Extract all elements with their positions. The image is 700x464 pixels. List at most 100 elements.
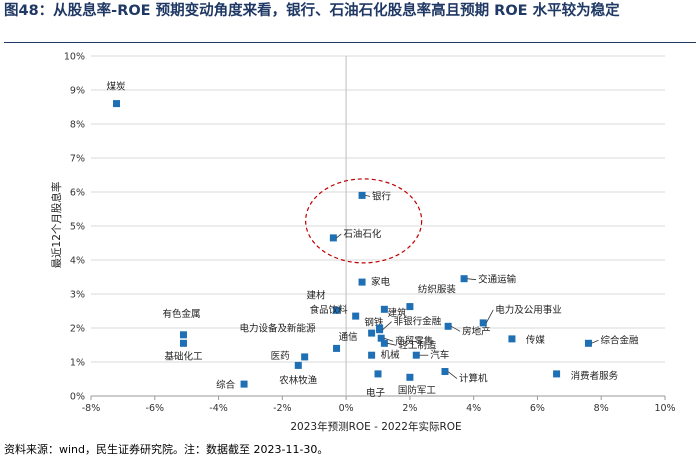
- scatter-marker: [358, 278, 366, 286]
- scatter-marker: [333, 344, 341, 352]
- x-tick-label: 2%: [402, 403, 417, 414]
- scatter-point: 综合: [216, 379, 248, 391]
- point-label: 通信: [339, 331, 358, 343]
- scatter-marker: [294, 361, 302, 369]
- scatter-marker: [179, 339, 187, 347]
- scatter-point: 机械: [368, 349, 400, 361]
- point-label: 食品饮料: [310, 304, 349, 316]
- scatter-marker: [380, 305, 388, 313]
- scatter-point: 医药: [271, 351, 309, 362]
- highlight-ellipse: [305, 178, 423, 264]
- scatter-marker: [553, 370, 561, 378]
- point-label: 医药: [271, 351, 290, 362]
- point-label: 综合: [216, 379, 236, 391]
- scatter-marker: [374, 370, 382, 378]
- point-label: 非银行金融: [394, 316, 442, 328]
- scatter-point: 农林牧渔: [279, 361, 318, 386]
- scatter-point: 电子: [366, 370, 386, 399]
- point-label: 轻工制造: [398, 339, 437, 351]
- y-tick-label: 6%: [70, 188, 85, 199]
- scatter-point: 电力设备及新能源: [240, 322, 341, 352]
- scatter-chart: 0% 1% 2% 3% 4% 5% 6% 7% 8% 9% 10% -8% -6% -4% -2% 0% 2% 4…: [50, 52, 676, 434]
- leader-line: [467, 278, 477, 281]
- source-note: 资料来源：wind，民生证券研究院。注：数据截至 2023-11-30。: [4, 443, 329, 456]
- point-label: 纺织服装: [418, 284, 457, 296]
- scatter-point: 家电: [358, 276, 391, 288]
- scatter-point: 石油石化: [329, 228, 382, 242]
- figure-title: 图48：从股息率-ROE 预期变动角度来看，银行、石油石化股息率高且预期 ROE…: [4, 3, 620, 19]
- scatter-point: 传媒: [508, 334, 545, 346]
- x-tick-label: -6%: [146, 403, 165, 414]
- x-tick-label: -8%: [82, 403, 101, 414]
- leader-line: [387, 342, 397, 346]
- leader-line: [336, 233, 342, 239]
- point-label: 农林牧渔: [279, 374, 318, 386]
- scatter-point: 综合金融: [584, 334, 639, 347]
- axis-layer: 0% 1% 2% 3% 4% 5% 6% 7% 8% 9% 10% -8% -6% -4% -2% 0% 2% 4…: [64, 52, 676, 415]
- scatter-point: 消费者服务: [553, 370, 619, 382]
- scatter-marker: [368, 351, 376, 359]
- x-tick-label: 8%: [594, 403, 609, 414]
- scatter-point: 基础化工: [164, 339, 203, 362]
- scatter-marker: [333, 306, 341, 314]
- point-label: 房地产: [462, 325, 491, 337]
- point-label: 基础化工: [164, 350, 203, 362]
- point-label: 煤炭: [107, 81, 127, 93]
- point-label: 计算机: [459, 373, 488, 385]
- scatter-marker: [441, 368, 449, 376]
- y-tick-label: 4%: [70, 256, 85, 267]
- y-tick-label: 1%: [70, 358, 85, 369]
- y-tick-label: 10%: [64, 52, 85, 63]
- point-label: 商贸零售: [395, 335, 433, 347]
- scatter-marker: [240, 380, 248, 388]
- scatter-point: 国防军工: [398, 373, 437, 396]
- point-label: 机械: [381, 349, 401, 361]
- scatter-marker: [358, 191, 366, 199]
- scatter-point: 非银行金融: [376, 316, 442, 334]
- x-tick-label: 10%: [654, 403, 675, 414]
- y-tick-label: 7%: [70, 154, 85, 165]
- point-label: 国防军工: [398, 384, 437, 396]
- y-tick-label: 5%: [70, 222, 85, 233]
- scatter-marker: [584, 339, 592, 347]
- leader-line: [384, 337, 394, 342]
- scatter-point: 银行: [358, 190, 392, 202]
- y-tick-label: 0%: [70, 392, 85, 403]
- leader-line: [382, 321, 392, 330]
- scatter-marker: [113, 100, 121, 108]
- scatter-marker: [460, 275, 468, 283]
- highlight-layer: [305, 178, 423, 264]
- x-tick-label: -2%: [273, 403, 292, 414]
- scatter-marker: [377, 334, 385, 342]
- scatter-marker: [329, 234, 337, 242]
- point-label: 电子: [366, 387, 386, 399]
- point-label: 电力设备及新能源: [240, 322, 317, 334]
- scatter-point: 电力及公用事业: [479, 304, 562, 327]
- point-label: 综合金融: [600, 334, 639, 346]
- y-tick-label: 9%: [70, 86, 85, 97]
- point-label: 银行: [372, 190, 392, 202]
- scatter-point: 汽车: [412, 349, 449, 361]
- scatter-marker: [376, 326, 384, 334]
- scatter-marker: [352, 312, 360, 320]
- leader-line: [447, 371, 458, 379]
- y-tick-label: 8%: [70, 120, 85, 131]
- leader-line: [485, 309, 494, 324]
- scatter-marker: [508, 335, 516, 343]
- scatter-point: 建材: [307, 289, 341, 314]
- x-tick-label: 4%: [466, 403, 481, 414]
- point-label: 石油石化: [343, 228, 382, 240]
- scatter-point: 计算机: [441, 368, 488, 385]
- leader-line: [364, 195, 371, 197]
- point-label: 建筑: [388, 307, 408, 319]
- scatter-marker: [368, 329, 376, 337]
- grid-layer: [91, 55, 665, 363]
- scatter-marker: [301, 353, 309, 361]
- y-tick-label: 2%: [70, 324, 85, 335]
- scatter-marker: [179, 331, 187, 339]
- scatter-point: 煤炭: [107, 81, 127, 108]
- scatter-point: 纺织服装: [406, 284, 456, 311]
- point-label: 电力及公用事业: [495, 304, 562, 316]
- point-label: 汽车: [430, 349, 449, 361]
